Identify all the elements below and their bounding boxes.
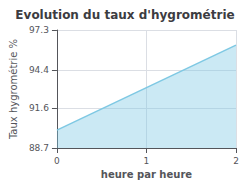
svg-text:heure par heure: heure par heure: [101, 169, 192, 180]
svg-text:94.4: 94.4: [29, 65, 49, 75]
svg-text:0: 0: [54, 156, 60, 166]
svg-text:1: 1: [144, 156, 150, 166]
svg-text:Taux hygrométrie %: Taux hygrométrie %: [8, 39, 19, 140]
svg-text:97.3: 97.3: [29, 25, 49, 35]
svg-text:2: 2: [233, 156, 239, 166]
svg-text:88.7: 88.7: [29, 143, 49, 153]
svg-text:91.6: 91.6: [29, 103, 49, 113]
svg-text:Evolution du taux d'hygrométri: Evolution du taux d'hygrométrie: [15, 8, 234, 22]
